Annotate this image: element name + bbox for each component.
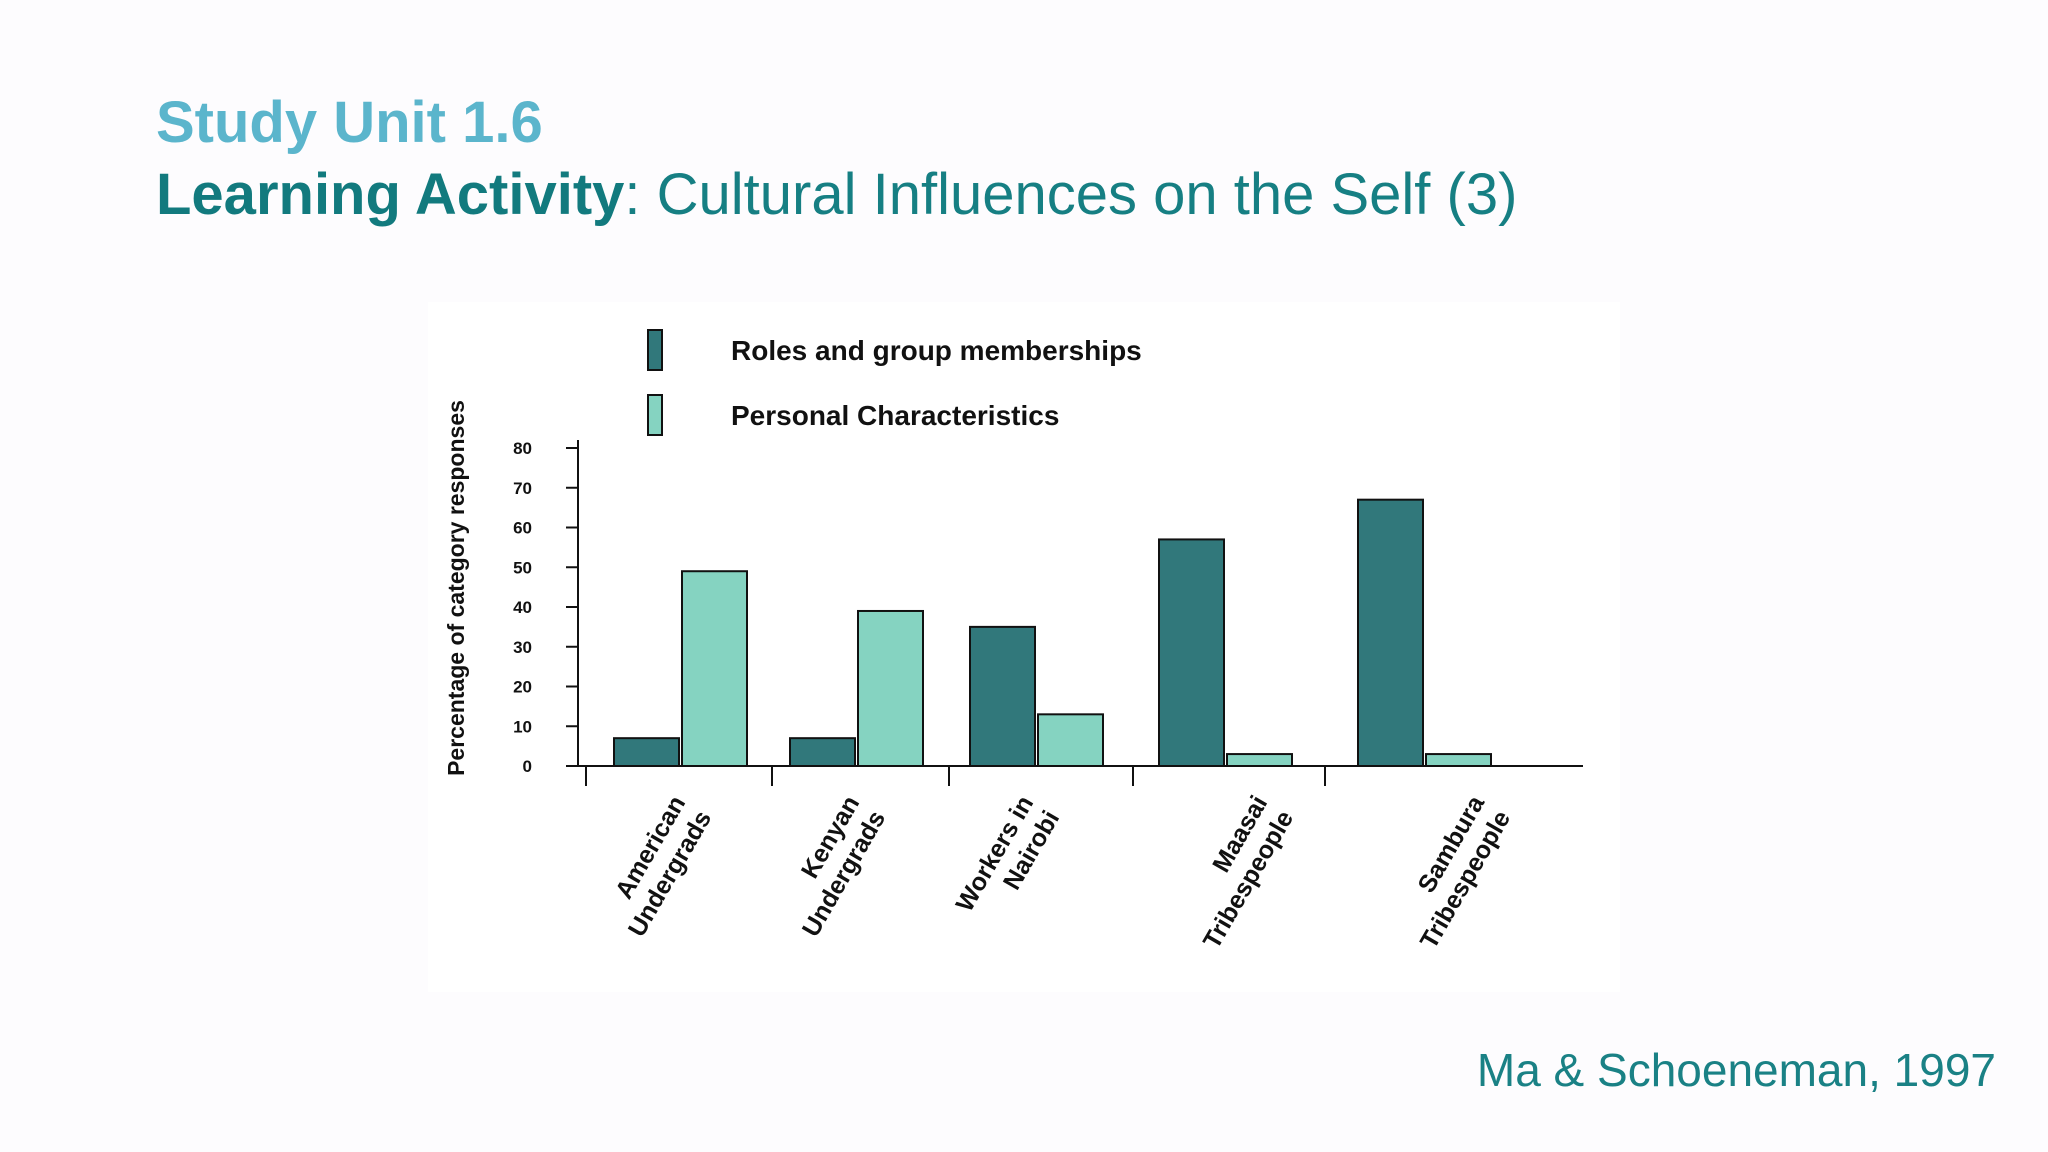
y-tick-label: 70: [513, 479, 532, 498]
bar-roles-0: [613, 737, 680, 767]
activity-heading: Learning Activity: Cultural Influences o…: [156, 158, 1517, 232]
x-category-label: SamburaTribespeople: [1389, 790, 1517, 954]
chart-panel: 0 10 20 30 40 50 60 70 80 Percentage of category …: [428, 302, 1620, 992]
y-tick-label: 80: [513, 439, 532, 458]
bar-roles-1: [789, 737, 856, 767]
y-tick-label: 30: [513, 638, 532, 657]
bar-personal-3: [1226, 753, 1293, 768]
x-category-label: Workers inNairobi: [951, 791, 1066, 932]
y-tick-label: 40: [513, 598, 532, 617]
study-unit-heading: Study Unit 1.6: [156, 90, 543, 155]
citation: Ma & Schoeneman, 1997: [1476, 1044, 1996, 1096]
y-tick-label: 50: [513, 558, 532, 577]
activity-separator: :: [624, 162, 657, 227]
y-tick-label: 10: [513, 717, 532, 736]
bar-chart: 0 10 20 30 40 50 60 70 80 Percentage of category …: [443, 329, 1583, 954]
bar-roles-2: [969, 625, 1036, 767]
legend-swatch-personal: [647, 394, 663, 436]
y-axis-title: Percentage of category responses: [443, 400, 469, 776]
bar-personal-1: [857, 609, 924, 767]
x-category-label: KenyanUndergrads: [771, 791, 891, 942]
activity-label: Learning Activity: [156, 162, 625, 227]
legend-label-personal: Personal Characteristics: [731, 400, 1059, 431]
slide-title: Study Unit 1.6 Learning Activity: Cultur…: [156, 88, 1517, 232]
x-category-label: MaasaiTribespeople: [1172, 791, 1299, 954]
y-tick-label: 60: [513, 519, 532, 538]
bar-personal-0: [681, 570, 748, 767]
activity-title: Cultural Influences on the Self (3): [656, 162, 1518, 227]
x-category-label: AmericanUndergrads: [597, 791, 717, 942]
y-tick-label: 0: [523, 757, 532, 776]
y-tick-label: 20: [513, 678, 532, 697]
bar-roles-4: [1357, 498, 1424, 768]
bar-personal-4: [1425, 753, 1492, 768]
legend-swatch-roles: [647, 329, 663, 371]
bar-personal-2: [1037, 713, 1104, 768]
bar-roles-3: [1158, 538, 1225, 767]
legend-label-roles: Roles and group memberships: [731, 335, 1142, 366]
